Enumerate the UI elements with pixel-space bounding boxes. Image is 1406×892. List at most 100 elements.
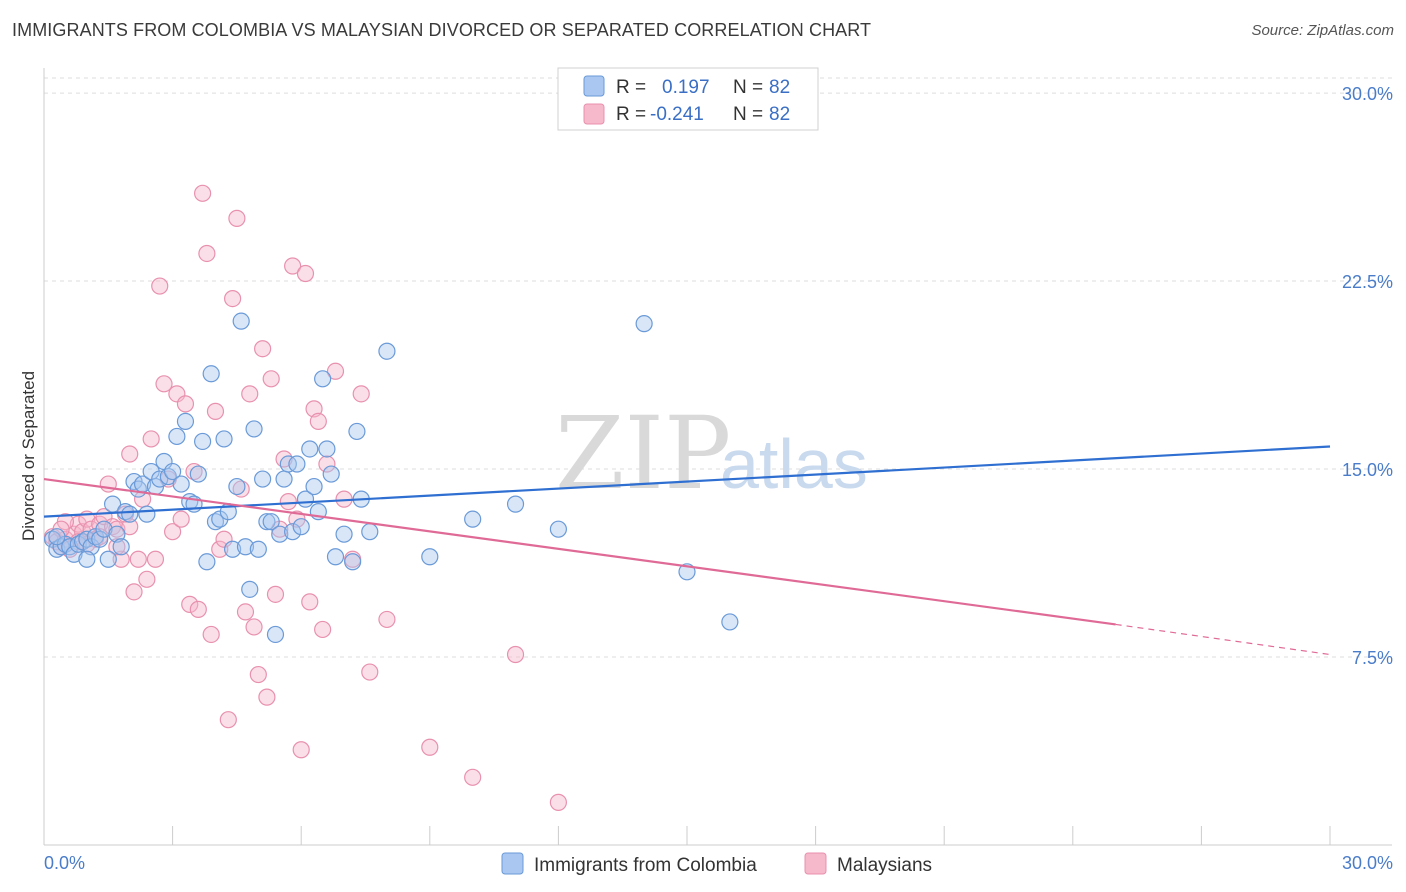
y-axis-title: Divorced or Separated <box>19 371 38 541</box>
malaysians-point <box>249 665 267 684</box>
colombia-point <box>284 523 302 541</box>
legend-swatch-pink <box>583 103 605 125</box>
colombia-point <box>194 432 212 451</box>
colombia-point <box>314 370 332 388</box>
legend-r-value-2: -0.241 <box>650 104 704 125</box>
malaysians-point <box>146 550 165 568</box>
malaysians-point <box>352 385 370 403</box>
series-malaysians-points <box>43 184 568 811</box>
colombia-point <box>266 625 285 644</box>
colombia-point <box>198 553 216 571</box>
legend-swatch-blue <box>583 75 605 97</box>
colombia-point <box>232 312 250 330</box>
x-tick-label: 30.0% <box>1342 853 1393 873</box>
colombia-point <box>65 545 83 563</box>
colombia-point <box>112 538 130 556</box>
watermark-atlas: atlas <box>720 425 868 503</box>
malaysians-point <box>228 209 246 227</box>
colombia-point <box>228 477 246 496</box>
y-tick-label: 30.0% <box>1342 84 1393 104</box>
colombia-point <box>348 422 366 441</box>
colombia-point <box>464 510 482 528</box>
malaysians-point <box>421 738 439 756</box>
malaysians-point <box>361 663 379 681</box>
malaysians-point <box>296 264 315 283</box>
colombia-point <box>121 505 139 523</box>
malaysians-point <box>125 583 143 601</box>
legend-r-label-1: R = <box>616 77 646 98</box>
malaysians-point <box>202 625 220 644</box>
malaysians-point <box>121 445 139 463</box>
colombia-point <box>262 513 280 531</box>
malaysians-trend-extension <box>1115 623 1331 656</box>
malaysians-point <box>258 688 276 706</box>
y-tick-label: 15.0% <box>1342 460 1393 480</box>
colombia-point <box>176 412 195 431</box>
malaysians-point <box>164 523 182 541</box>
malaysians-point <box>314 620 332 639</box>
malaysians-point <box>301 593 319 611</box>
colombia-point <box>215 430 233 448</box>
colombia-point <box>48 528 66 546</box>
colombia-point <box>322 465 340 483</box>
malaysians-point <box>292 741 310 759</box>
colombia-point <box>168 427 186 446</box>
malaysians-point <box>181 595 199 613</box>
colombia-point <box>292 518 310 536</box>
legend-r-value-1: 0.197 <box>662 77 710 98</box>
malaysians-point <box>206 402 225 420</box>
colombia-point <box>202 365 220 383</box>
series-legend: Immigrants from Colombia Malaysians <box>501 852 932 876</box>
colombia-point <box>91 530 109 548</box>
colombia-trend-line <box>43 445 1331 518</box>
malaysians-point <box>506 645 525 664</box>
malaysians-point <box>266 585 285 603</box>
colombia-point <box>236 538 255 556</box>
malaysians-point <box>549 793 568 811</box>
correlation-legend: R = 0.197 N = 82 R = -0.241 N = 82 <box>557 67 819 131</box>
colombia-point <box>249 540 267 558</box>
legend-n-label-2: N = <box>733 104 763 125</box>
colombia-point <box>301 440 319 458</box>
malaysians-point <box>189 600 207 618</box>
colombia-point <box>326 548 345 566</box>
colombia-point <box>506 495 525 513</box>
colombia-point <box>275 470 293 488</box>
malaysians-point <box>176 395 195 413</box>
malaysians-point <box>464 768 482 786</box>
malaysians-point <box>155 375 173 393</box>
malaysians-point <box>326 362 345 380</box>
colombia-point <box>271 525 289 543</box>
legend-label-malaysians: Malaysians <box>837 855 932 876</box>
colombia-point <box>78 550 96 568</box>
malaysians-point <box>172 510 190 528</box>
colombia-point <box>318 440 336 458</box>
legend-n-value-2: 82 <box>769 104 790 125</box>
y-tick-labels: 7.5% 15.0% 22.5% 30.0% <box>1342 84 1393 668</box>
legend-n-value-1: 82 <box>769 77 790 98</box>
malaysians-point <box>151 277 169 295</box>
colombia-point <box>635 315 653 333</box>
malaysians-point <box>309 412 327 431</box>
legend-r-label-2: R = <box>616 104 646 125</box>
malaysians-point <box>99 475 117 493</box>
malaysians-point <box>241 385 259 403</box>
malaysians-trend-line <box>43 477 1116 626</box>
legend-label-colombia: Immigrants from Colombia <box>534 855 757 876</box>
malaysians-point <box>262 370 280 388</box>
colombia-point <box>258 513 276 531</box>
colombia-point <box>378 342 396 360</box>
malaysians-point <box>378 610 396 629</box>
colombia-point <box>421 548 439 566</box>
y-tick-label: 22.5% <box>1342 272 1393 292</box>
colombia-point <box>721 613 739 631</box>
colombia-point <box>361 523 379 541</box>
malaysians-point <box>142 430 160 448</box>
malaysians-point <box>279 493 297 511</box>
colombia-point <box>164 462 182 481</box>
colombia-point <box>254 470 272 488</box>
malaysians-point <box>211 540 229 558</box>
chart-title: IMMIGRANTS FROM COLOMBIA VS MALAYSIAN DI… <box>12 20 872 40</box>
malaysians-point <box>219 711 237 729</box>
